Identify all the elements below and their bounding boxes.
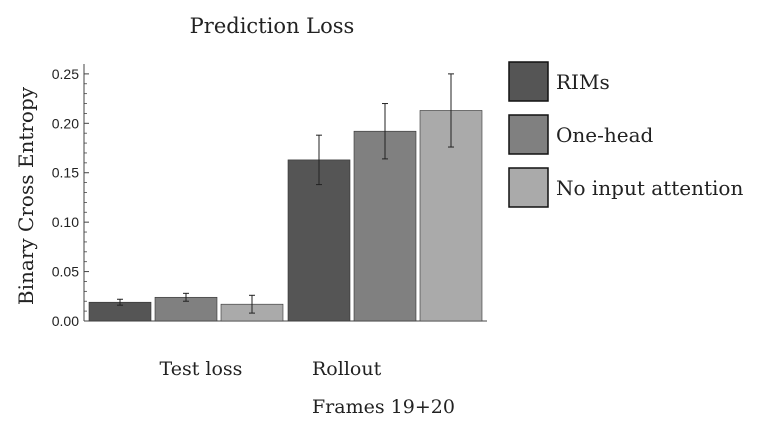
x-category-label: Test loss (160, 358, 243, 380)
legend-swatch (508, 167, 549, 208)
y-axis-label: Binary Cross Entropy (14, 86, 38, 305)
x-category-label: Frames 19+20 (312, 396, 455, 418)
legend-swatch (508, 61, 549, 102)
legend-label: RIMs (556, 70, 610, 94)
chart-title: Prediction Loss (190, 14, 355, 38)
legend-label: No input attention (556, 176, 743, 200)
y-tick-label: 0.15 (52, 165, 79, 181)
y-tick-label: 0.00 (52, 313, 79, 329)
bar-rims-1 (287, 159, 351, 322)
legend-swatch (508, 114, 549, 155)
y-tick-label: 0.20 (52, 115, 79, 131)
x-category-label: Rollout (312, 358, 382, 380)
y-tick-label: 0.10 (52, 214, 79, 230)
y-tick-label: 0.25 (52, 66, 79, 82)
legend-label: One-head (556, 123, 654, 147)
axes: 0.00 0.05 0.10 0.15 0.20 0.25 (52, 64, 487, 329)
x-category-labels: Test loss Rollout Frames 19+20 (160, 358, 455, 418)
y-tick-label: 0.05 (52, 264, 79, 280)
bar-one-head-1 (353, 130, 417, 322)
bars (88, 73, 483, 322)
legend: RIMs One-head No input attention (508, 61, 743, 208)
